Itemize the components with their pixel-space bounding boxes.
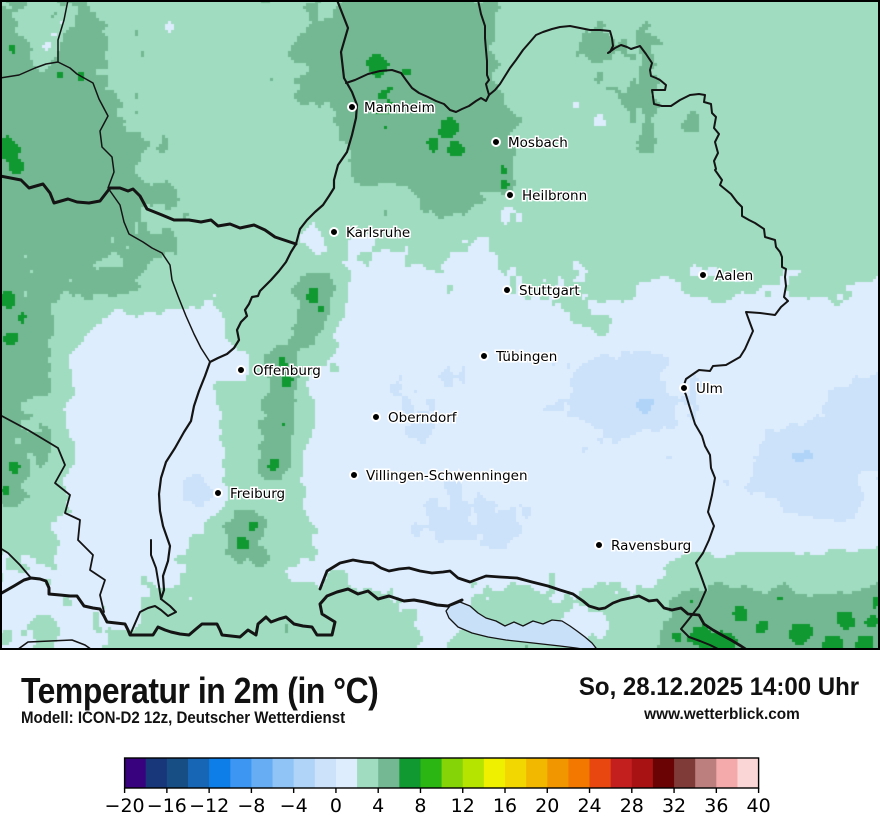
colorbar-tick-label: 36 — [704, 795, 728, 817]
border-jura-southwest — [0, 414, 106, 613]
city-label-mosbach: Mosbach — [508, 135, 568, 151]
city-dot-heilbronn — [505, 190, 515, 200]
border-schaffhausen-bodensee-south — [318, 558, 750, 650]
city-dot-aalen — [698, 270, 708, 280]
colorbar-tick-label: 20 — [535, 795, 559, 817]
colorbar-segment — [610, 758, 633, 788]
colorbar-segment — [145, 758, 168, 788]
border-france-swiss-knee — [0, 547, 32, 579]
colorbar-tick-label: 8 — [414, 795, 426, 817]
colorbar-segment — [568, 758, 591, 788]
city-dot-offenburg — [236, 365, 246, 375]
colorbar-segment — [483, 758, 506, 788]
colorbar-tick-label: −4 — [280, 795, 308, 817]
colorbar-tick-label: 40 — [747, 795, 771, 817]
colorbar-tick-label: 28 — [620, 795, 644, 817]
colorbar-segment — [652, 758, 675, 788]
colorbar-tick-label: 12 — [451, 795, 475, 817]
colorbar-tick-label: −16 — [147, 795, 187, 817]
city-label-heilbronn: Heilbronn — [522, 188, 587, 204]
city-dot-stuttgart — [502, 285, 512, 295]
colorbar-segment — [420, 758, 443, 788]
temperature-field-canvas — [0, 0, 880, 650]
colorbar-segment — [441, 758, 464, 788]
city-label-freiburg: Freiburg — [230, 486, 285, 502]
city-dot-freiburg — [213, 488, 223, 498]
colorbar-segment — [188, 758, 210, 788]
city-dot-t-bingen — [479, 351, 489, 361]
city-dot-villingen-schwenningen — [349, 470, 359, 480]
colorbar-tick-label: 32 — [662, 795, 686, 817]
colorbar-segment — [378, 758, 400, 788]
colorbar-segment — [293, 758, 316, 788]
colorbar-segment — [716, 758, 738, 788]
colorbar-segment — [230, 758, 252, 788]
datetime-label: So, 28.12.2025 14:00 Uhr — [578, 673, 860, 701]
city-dot-ulm — [679, 383, 689, 393]
border-jura-bottom — [15, 639, 94, 650]
city-label-ulm: Ulm — [696, 381, 723, 397]
city-dot-karlsruhe — [329, 227, 339, 237]
colorbar-frame — [123, 757, 760, 789]
city-dot-oberndorf — [371, 412, 381, 422]
colorbar-segment — [631, 758, 654, 788]
city-markers: Mannheim Mosbach Heilbronn Karlsruhe Stuttga… — [213, 99, 755, 556]
colorbar-tick-label: 4 — [372, 795, 384, 817]
weather-map: Mannheim Mosbach Heilbronn Karlsruhe Stuttga… — [0, 0, 880, 650]
model-info: Modell: ICON-D2 12z, Deutscher Wetterdie… — [21, 708, 346, 727]
city-label-villingen-schwenningen: Villingen-Schwenningen — [366, 468, 528, 484]
colorbar-segment — [737, 758, 760, 788]
city-dot-mosbach — [491, 137, 501, 147]
map-overlay: Mannheim Mosbach Heilbronn Karlsruhe Stuttga… — [0, 0, 880, 650]
colorbar-segment — [335, 758, 358, 788]
city-label-ravensburg: Ravensburg — [611, 538, 691, 554]
colorbar-tick-label: −8 — [237, 795, 265, 817]
colorbar-tick-label: −12 — [189, 795, 229, 817]
city-label-offenburg: Offenburg — [253, 363, 321, 379]
colorbar: −20 −16 −12 −8 −4 0 4 8 12 16 20 24 28 32 36 40 — [105, 757, 771, 817]
colorbar-segment — [124, 758, 147, 788]
city-dot-mannheim — [347, 102, 357, 112]
colorbar-segment — [526, 758, 548, 788]
city-label-mannheim: Mannheim — [364, 100, 435, 116]
colorbar-segment — [314, 758, 337, 788]
border-bavaria — [488, 25, 789, 650]
border-hesse — [345, 0, 490, 113]
colorbar-tick-label: 16 — [493, 795, 517, 817]
colorbar-segment — [695, 758, 717, 788]
state-borders — [0, 0, 789, 650]
city-label-oberndorf: Oberndorf — [388, 410, 458, 426]
border-hochrhein — [0, 576, 464, 639]
city-label-karlsruhe: Karlsruhe — [346, 225, 410, 241]
city-dot-ravensburg — [594, 540, 604, 550]
colorbar-tick-label: −20 — [105, 795, 145, 817]
border-france-north — [0, 174, 298, 246]
colorbar-segment — [589, 758, 612, 788]
city-label-aalen: Aalen — [715, 268, 753, 284]
border-rhine-basel — [129, 539, 177, 636]
colorbar-tick-label: 0 — [330, 795, 342, 817]
colorbar-segment — [209, 758, 231, 788]
colorbar-segment — [166, 758, 189, 788]
colorbar-tick-label: 24 — [577, 795, 601, 817]
map-frame — [0, 0, 880, 650]
colorbar-segment — [357, 758, 379, 788]
border-palatinate-diagonal — [57, 61, 211, 363]
website-label: www.wetterblick.com — [644, 706, 800, 723]
colorbar-segment — [505, 758, 527, 788]
footer: Temperatur in 2m (in °C) Modell: ICON-D2… — [0, 650, 880, 830]
city-label-stuttgart: Stuttgart — [519, 283, 580, 299]
colorbar-segment — [251, 758, 274, 788]
city-label-t-bingen: Tübingen — [495, 349, 557, 365]
border-palatinate-west-top — [0, 0, 69, 79]
border-bodensee-shore — [445, 601, 597, 650]
page-title: Temperatur in 2m (in °C) — [21, 670, 379, 711]
colorbar-segment — [462, 758, 485, 788]
colorbar-segment — [547, 758, 569, 788]
colorbar-segment — [674, 758, 696, 788]
colorbar-segment — [399, 758, 421, 788]
border-rhine-west — [157, 0, 359, 601]
colorbar-segment — [272, 758, 295, 788]
